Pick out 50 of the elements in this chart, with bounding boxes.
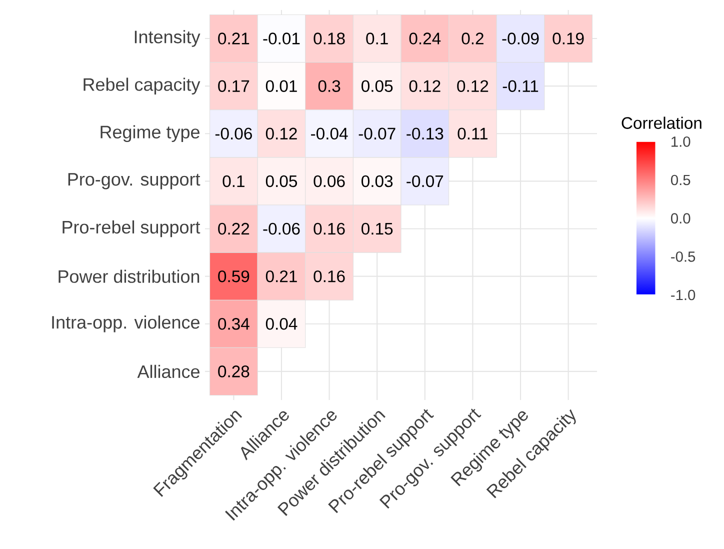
data-label: 0.06	[314, 175, 345, 188]
data-label: 0.12	[409, 80, 440, 92]
color-bar-label: 0.5	[670, 174, 690, 186]
y-tick-label: Rebel capacity	[84, 78, 200, 94]
data-label: 0.04	[266, 318, 298, 330]
color-bar-label: 1.0	[672, 136, 690, 147]
data-label: 0.1	[366, 32, 388, 44]
data-label: -0.07	[406, 175, 444, 188]
data-label: 0.15	[362, 222, 393, 235]
data-label: -0.07	[358, 128, 396, 140]
data-label: 0.24	[409, 32, 441, 44]
y-tick-label: Intensity	[134, 30, 200, 47]
y-tick-label: Pro-rebel support	[62, 220, 200, 238]
data-label: 0.59	[218, 270, 250, 282]
data-label: 0.28	[218, 366, 250, 378]
data-label: 0.3	[318, 80, 340, 92]
data-label: 0.12	[266, 128, 297, 140]
data-label: -0.06	[215, 128, 252, 140]
data-label: 0.21	[266, 270, 297, 282]
data-label: 0.19	[552, 32, 584, 44]
data-label: -0.11	[502, 80, 538, 92]
color-bar-label: 0.0	[670, 213, 690, 224]
data-label: -0.06	[263, 222, 300, 235]
data-label: 0.16	[314, 270, 345, 282]
y-tick-label: Intra-opp. violence	[52, 315, 200, 332]
y-tick-label: Power distribution	[58, 270, 200, 283]
data-label: 0.05	[362, 80, 393, 92]
data-label: 0.22	[218, 222, 250, 235]
color-bar-label: -0.5	[671, 251, 696, 262]
color-bar-label: -1.0	[671, 290, 696, 300]
data-label: -0.04	[311, 128, 348, 140]
data-label: 0.18	[314, 32, 345, 44]
color-bar-title: Correlation	[622, 116, 702, 129]
data-label: 0.16	[314, 222, 345, 235]
data-label: 0.21	[218, 32, 250, 44]
data-label: 0.11	[458, 128, 488, 140]
y-tick-label: Regime type	[100, 125, 200, 142]
data-label: -0.09	[502, 32, 539, 44]
data-label: 0.05	[266, 175, 298, 188]
y-tick-label: Alliance	[137, 364, 200, 378]
data-label: 0.01	[266, 80, 297, 92]
data-label: 0.03	[362, 175, 393, 188]
data-label: 0.17	[218, 80, 250, 92]
data-label: 0.1	[222, 175, 244, 188]
data-label: -0.13	[406, 128, 444, 140]
data-label: -0.01	[263, 32, 300, 44]
data-label: 0.12	[457, 80, 488, 92]
y-tick-label: Pro-gov. support	[68, 173, 200, 190]
data-label: 0.34	[218, 318, 250, 330]
data-label: 0.2	[462, 32, 484, 44]
